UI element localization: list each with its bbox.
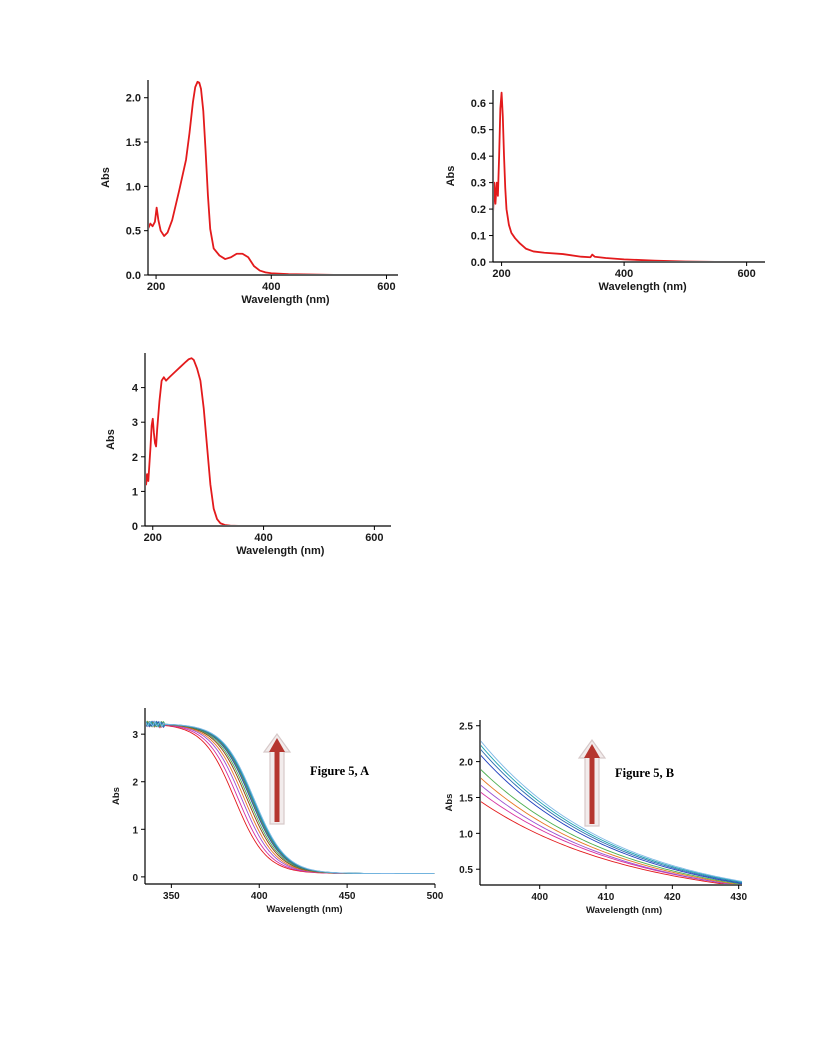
y-tick-label: 4 bbox=[132, 383, 139, 395]
y-tick-label: 1.0 bbox=[126, 181, 141, 193]
y-tick-label: 1.0 bbox=[459, 829, 473, 840]
y-tick-label: 0.0 bbox=[126, 270, 141, 282]
series-line bbox=[481, 749, 743, 884]
x-tick-label: 600 bbox=[377, 281, 395, 293]
x-tick-label: 200 bbox=[144, 532, 162, 544]
y-tick-label: 0.5 bbox=[459, 865, 473, 876]
x-tick-label: 450 bbox=[339, 891, 356, 902]
y-tick-label: 0.2 bbox=[471, 204, 486, 216]
x-tick-label: 400 bbox=[531, 892, 548, 903]
chart-panel-5-figure-5b: 400 410 420 430 0.5 1.0 1.5 2.0 2.5 Wavelength (n… bbox=[444, 720, 747, 916]
series-line bbox=[146, 720, 435, 874]
y-tick-label: 0.4 bbox=[471, 151, 487, 163]
y-tick-label: 0.6 bbox=[471, 98, 486, 110]
y-tick-label: 2 bbox=[132, 452, 138, 464]
y-tick-label: 1 bbox=[132, 486, 138, 498]
y-tick-label: 0.0 bbox=[471, 257, 486, 269]
series-line bbox=[481, 791, 733, 884]
series-line bbox=[146, 720, 435, 874]
x-tick-label: 400 bbox=[251, 891, 268, 902]
series-line bbox=[146, 721, 435, 874]
x-tick-label: 600 bbox=[365, 532, 383, 544]
y-axis-label: Abs bbox=[445, 166, 457, 187]
x-axis-label: Wavelength (nm) bbox=[266, 904, 342, 915]
y-tick-label: 0 bbox=[132, 521, 138, 533]
x-axis-label: Wavelength (nm) bbox=[241, 294, 330, 306]
series-line bbox=[146, 720, 435, 874]
y-axis-label: Abs bbox=[105, 429, 117, 450]
x-tick-label: 200 bbox=[147, 281, 165, 293]
chart-panel-2: 200 400 600 0.0 0.1 0.2 0.3 0.4 0.5 0.6 Wavelength… bbox=[445, 90, 765, 293]
y-tick-label: 0.1 bbox=[471, 231, 486, 243]
y-tick-label: 2.5 bbox=[459, 722, 473, 733]
chart-panel-4-figure-5a: 350 400 450 500 0 1 2 3 Wavelength (nm) Abs Figure… bbox=[111, 708, 444, 915]
y-tick-label: 1 bbox=[132, 825, 138, 836]
y-axis-label: Abs bbox=[111, 787, 122, 805]
series-line bbox=[481, 740, 743, 882]
x-axis-label: Wavelength (nm) bbox=[598, 281, 687, 293]
y-tick-label: 2.0 bbox=[126, 93, 141, 105]
series-line bbox=[146, 357, 239, 525]
series-line bbox=[146, 720, 435, 874]
series-line bbox=[481, 744, 743, 883]
y-tick-label: 0.5 bbox=[126, 226, 141, 238]
y-tick-label: 2 bbox=[132, 778, 138, 789]
y-tick-label: 0 bbox=[132, 873, 138, 884]
x-tick-label: 430 bbox=[730, 892, 747, 903]
y-tick-label: 3 bbox=[132, 730, 138, 741]
series-line bbox=[481, 769, 743, 884]
x-tick-label: 600 bbox=[737, 268, 755, 280]
y-axis-label: Abs bbox=[100, 167, 112, 188]
figure-label: Figure 5, A bbox=[310, 764, 369, 778]
x-axis-label: Wavelength (nm) bbox=[236, 545, 325, 557]
x-tick-label: 400 bbox=[262, 281, 280, 293]
x-axis-label: Wavelength (nm) bbox=[586, 905, 662, 916]
series-line bbox=[146, 720, 435, 874]
y-tick-label: 1.5 bbox=[459, 793, 473, 804]
series-line bbox=[481, 784, 733, 884]
figure-label: Figure 5, B bbox=[615, 766, 674, 780]
x-tick-label: 400 bbox=[254, 532, 272, 544]
series-line bbox=[494, 91, 716, 261]
chart-panel-3: 200 400 600 0 1 2 3 4 Wavelength (nm) Abs bbox=[105, 353, 391, 557]
x-tick-label: 400 bbox=[615, 268, 633, 280]
series-line bbox=[146, 721, 435, 874]
y-axis-label: Abs bbox=[444, 794, 455, 812]
series-line bbox=[146, 721, 435, 874]
x-tick-label: 420 bbox=[664, 892, 681, 903]
series-line bbox=[481, 801, 727, 884]
y-tick-label: 0.5 bbox=[471, 125, 486, 137]
increase-arrow-icon bbox=[577, 738, 607, 827]
series-line bbox=[149, 80, 334, 274]
x-tick-label: 410 bbox=[598, 892, 615, 903]
y-tick-label: 3 bbox=[132, 417, 138, 429]
x-tick-label: 500 bbox=[427, 891, 444, 902]
y-tick-label: 0.3 bbox=[471, 178, 486, 190]
x-tick-label: 200 bbox=[492, 268, 510, 280]
series-line bbox=[146, 720, 435, 874]
y-tick-label: 2.0 bbox=[459, 758, 473, 769]
y-tick-label: 1.5 bbox=[126, 137, 141, 149]
series-line bbox=[146, 720, 435, 874]
x-tick-label: 350 bbox=[163, 891, 180, 902]
series-line bbox=[481, 777, 739, 884]
increase-arrow-icon bbox=[262, 732, 292, 825]
series-line bbox=[481, 754, 743, 884]
series-line bbox=[146, 721, 435, 874]
chart-panel-1: 200 400 600 0.0 0.5 1.0 1.5 2.0 Wavelength (nm) A… bbox=[100, 80, 398, 306]
